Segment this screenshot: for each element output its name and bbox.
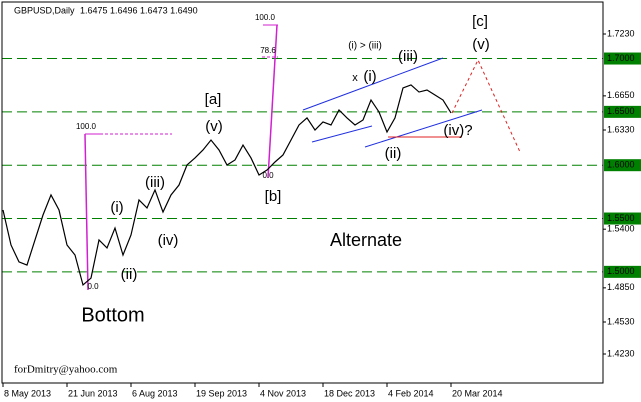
- annotation: forDmitry@yahoo.com: [14, 364, 118, 376]
- annotation: [a]: [205, 91, 222, 108]
- level-label-box: [604, 159, 641, 172]
- annotation: (v): [472, 36, 490, 53]
- x-tick-label: 4 Nov 2013: [260, 388, 306, 398]
- annotation: Bottom: [81, 304, 144, 326]
- fibo-line: [84, 133, 89, 291]
- x-tick-label: 19 Sep 2013: [196, 388, 247, 398]
- x-tick-label: 18 Dec 2013: [324, 388, 375, 398]
- chart-subtitle: 1.6475 1.6496 1.6473 1.6490: [80, 5, 198, 15]
- x-tick-label: 21 Jun 2013: [68, 388, 118, 398]
- plot: [2, 84, 452, 287]
- level-label-box: [604, 265, 641, 278]
- annotation: (i): [110, 199, 123, 216]
- y-tick-label: 1.6330: [607, 124, 635, 134]
- x-tick-label: 20 Mar 2014: [452, 388, 503, 398]
- x-tick-label: 6 Aug 2013: [132, 388, 178, 398]
- y-tick-label: 1.4530: [607, 316, 635, 326]
- y-tick-label: 1.5400: [607, 224, 635, 234]
- x-tick-label: 4 Feb 2014: [388, 388, 434, 398]
- annotation: [b]: [265, 188, 282, 205]
- annotation: 100.0: [255, 13, 276, 22]
- y-tick-label: 1.7230: [607, 28, 635, 38]
- y-tick-label: 1.4850: [607, 282, 635, 292]
- level-label: 1.5000: [607, 266, 635, 276]
- level-label: 1.5500: [607, 213, 635, 223]
- annotation: 0.0: [87, 282, 99, 291]
- annotation: 100.0: [76, 122, 97, 131]
- level-label-box: [604, 105, 641, 118]
- level-label: 1.6500: [607, 106, 635, 116]
- grid: 1.7230 1.6650 1.6330 1.5400 1.4850 1.4530 1.42…: [2, 28, 635, 398]
- fibo-line: [267, 24, 278, 179]
- annotation: Alternate: [330, 230, 402, 250]
- annotation: 0.0: [262, 171, 274, 180]
- annotation: (iii): [145, 174, 165, 191]
- channel-line: [311, 125, 373, 143]
- channel-line: [364, 109, 483, 148]
- annotation: (ii): [121, 266, 138, 283]
- y-tick-label: 1.6650: [607, 90, 635, 100]
- levels: 1.7000 1.6500 1.6000 1.5500 1.5000: [2, 52, 641, 278]
- projection-line: [451, 58, 521, 153]
- level-label-box: [604, 52, 641, 65]
- annotation: x: [352, 72, 358, 84]
- annotation: [c]: [472, 13, 488, 30]
- x-tick-label: 8 May 2013: [4, 388, 51, 398]
- chart-title: GBPUSD,Daily: [14, 5, 75, 15]
- annotation: (iv): [158, 232, 179, 249]
- level-label: 1.6000: [607, 160, 635, 170]
- y-tick-label: 1.4230: [607, 348, 635, 358]
- annotation: (i) > (iii): [348, 41, 382, 52]
- plot-frame: [1, 1, 604, 384]
- level-label-box: [604, 212, 641, 225]
- level-label: 1.7000: [607, 53, 635, 63]
- annotation: (iv)?: [443, 122, 472, 139]
- annotation: (iii): [398, 48, 418, 65]
- drawings: [84, 24, 521, 291]
- annotation: 78.6: [260, 46, 276, 55]
- price-line: [2, 84, 452, 287]
- annotation: (ii): [385, 145, 402, 162]
- channel-line: [302, 57, 444, 111]
- annotation: (v): [205, 118, 223, 135]
- annotation: (i): [363, 68, 376, 85]
